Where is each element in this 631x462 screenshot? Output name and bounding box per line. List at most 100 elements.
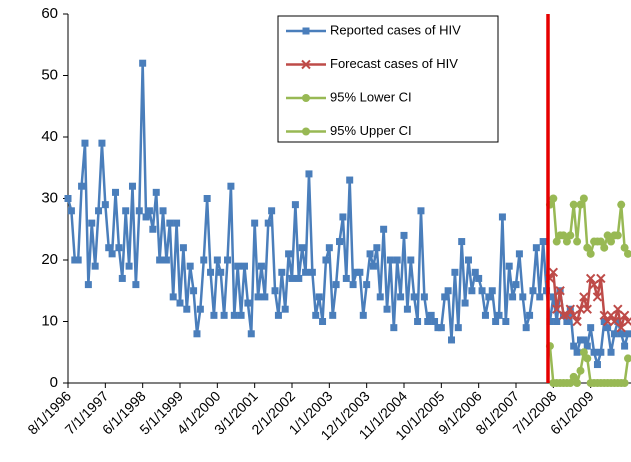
legend-marker [302, 127, 310, 136]
data-point [532, 244, 540, 252]
data-point [213, 256, 221, 264]
data-point [583, 342, 591, 350]
data-point [417, 207, 425, 215]
data-point [156, 256, 164, 264]
data-point [481, 311, 489, 319]
data-point [573, 237, 582, 246]
data-point [67, 207, 75, 215]
data-point [356, 268, 364, 276]
legend-label: Forecast cases of HIV [330, 56, 458, 71]
data-point [576, 200, 585, 209]
data-point [183, 305, 191, 313]
legend: Reported cases of HIV Forecast cases of H… [277, 15, 499, 143]
data-point [590, 348, 598, 356]
data-point [579, 348, 588, 357]
data-point [257, 262, 265, 270]
data-point [322, 256, 330, 264]
data-point [295, 274, 303, 282]
data-point [78, 182, 86, 190]
data-point [583, 354, 592, 363]
legend-label: 95% Upper CI [330, 123, 412, 138]
data-point [125, 262, 133, 270]
data-point [624, 354, 631, 363]
data-point [254, 293, 262, 301]
data-point [604, 324, 612, 332]
data-point [268, 207, 276, 215]
data-point [549, 194, 558, 203]
data-point [586, 249, 595, 258]
data-point [366, 250, 374, 258]
data-point [512, 281, 520, 289]
data-point [122, 207, 130, 215]
data-point [461, 299, 469, 307]
data-point [186, 262, 194, 270]
data-point [105, 244, 113, 252]
data-point [492, 318, 500, 325]
data-point [234, 262, 242, 270]
data-point [346, 176, 354, 184]
data-point [349, 281, 357, 289]
data-point [288, 274, 296, 282]
data-point [502, 318, 510, 325]
data-point [587, 324, 595, 332]
data-point [427, 311, 435, 319]
data-point [159, 207, 167, 215]
data-point [579, 292, 589, 302]
data-point [176, 299, 184, 307]
data-point [600, 243, 609, 252]
data-point [359, 311, 367, 319]
data-point [596, 237, 605, 246]
data-point [585, 273, 596, 284]
data-point [468, 287, 476, 295]
data-point [312, 311, 320, 319]
data-point [599, 310, 609, 321]
data-point [624, 249, 631, 258]
data-point [135, 207, 143, 215]
data-point [552, 237, 561, 246]
data-point [210, 311, 218, 319]
data-point [569, 372, 578, 381]
y-tick-label: 50 [41, 66, 58, 83]
data-point [298, 244, 306, 252]
data-point [614, 318, 622, 325]
data-point [308, 268, 316, 276]
data-point [118, 274, 126, 282]
data-point [566, 379, 575, 387]
data-point [451, 268, 459, 276]
data-point [555, 286, 565, 296]
data-point [617, 200, 626, 209]
data-point [454, 324, 462, 332]
data-point [84, 281, 92, 289]
data-point [278, 268, 286, 276]
data-point [240, 262, 248, 270]
data-point [373, 244, 381, 252]
y-tick-label: 10 [41, 312, 58, 329]
data-point [437, 324, 445, 332]
data-point [602, 316, 613, 327]
data-point [291, 201, 299, 209]
data-point [142, 213, 150, 221]
data-point [566, 231, 575, 240]
series-line [548, 271, 630, 329]
data-point [128, 182, 136, 190]
y-tick-label: 20 [41, 251, 58, 268]
data-point [613, 231, 622, 240]
data-point [548, 267, 559, 278]
data-point [621, 342, 629, 350]
data-point [132, 281, 140, 289]
data-point [95, 207, 103, 215]
data-point [498, 213, 506, 221]
data-point [600, 318, 608, 325]
data-point [108, 250, 116, 258]
y-tick-label: 60 [41, 5, 58, 22]
data-point [597, 348, 605, 356]
data-point [546, 318, 554, 325]
data-point [98, 139, 106, 147]
data-point [403, 305, 411, 313]
data-point [424, 318, 432, 325]
data-point [166, 219, 174, 227]
data-point [583, 243, 592, 252]
data-point [319, 318, 327, 325]
data-point [570, 342, 578, 350]
